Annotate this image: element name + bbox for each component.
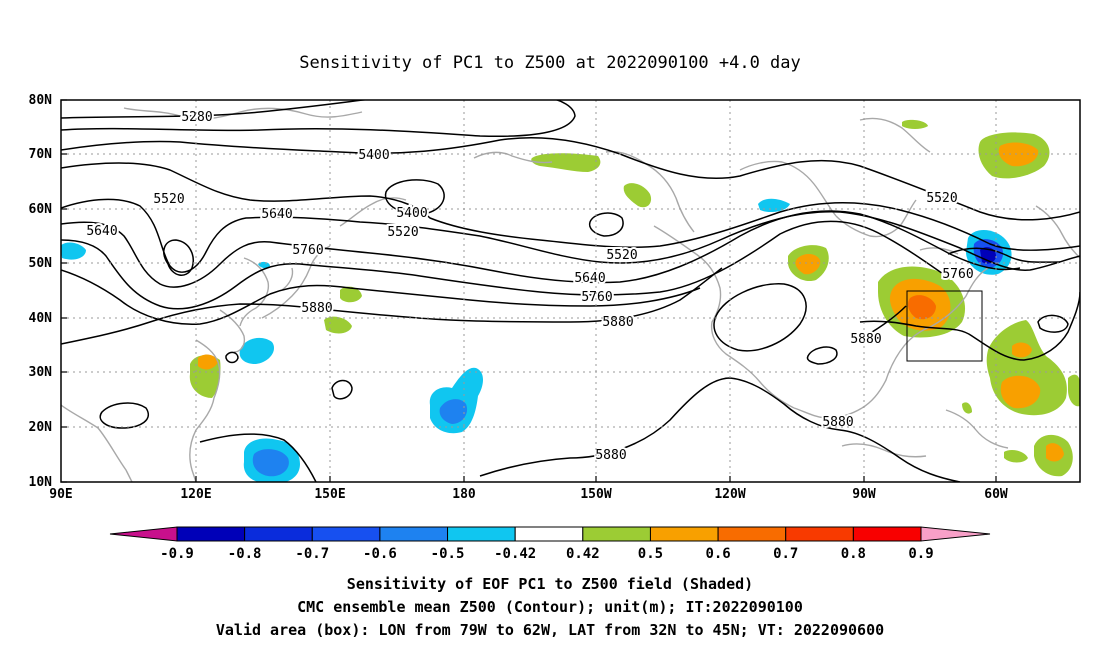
lon-tick-label: 120E: [180, 487, 211, 502]
colorbar-swatch: [717, 526, 787, 542]
lon-tick-label: 120W: [714, 487, 745, 502]
positive-sensitivity-region: [1004, 450, 1028, 463]
colorbar-label: -0.7: [295, 546, 329, 562]
map-title: Sensitivity of PC1 to Z500 at 2022090100…: [299, 53, 801, 73]
colorbar-swatch: [379, 526, 449, 542]
colorbar-swatch: [514, 526, 584, 542]
colorbar-label: -0.6: [363, 546, 397, 562]
positive-sensitivity-region: [340, 286, 362, 303]
caption-line-1: Sensitivity of EOF PC1 to Z500 field (Sh…: [347, 575, 753, 593]
contour-label: 5400: [358, 148, 389, 163]
positive-sensitivity-region: [962, 402, 972, 414]
positive-sensitivity-region: [902, 119, 928, 129]
valid-area-box: [906, 290, 983, 362]
colorbar: -0.9 -0.8 -0.7 -0.6 -0.5 -0.42 0.42 0.5 0.6 0.7 0.…: [109, 526, 991, 562]
colorbar-label: 0.42: [566, 546, 600, 562]
positive-sensitivity-region: [324, 316, 352, 334]
negative-sensitivity-region: [252, 449, 289, 477]
lat-tick-label: 40N: [29, 311, 53, 326]
positive-sensitivity-region: [795, 254, 821, 275]
lon-tick-label: 60W: [984, 487, 1008, 502]
positive-sensitivity-region: [1046, 443, 1064, 462]
colorbar-label: -0.8: [228, 546, 262, 562]
negative-sensitivity-region: [439, 399, 468, 424]
contour-label: 5400: [396, 206, 427, 221]
latitude-labels: 80N 70N 60N 50N 40N 30N 20N 10N: [29, 93, 53, 490]
z500-contours: [61, 100, 1080, 482]
lat-tick-label: 60N: [29, 202, 53, 217]
lon-tick-label: 150W: [580, 487, 611, 502]
lon-tick-label: 90E: [49, 487, 72, 502]
colorbar-label: 0.7: [773, 546, 798, 562]
colorbar-swatch: [582, 526, 651, 542]
contour-label: 5520: [387, 225, 418, 240]
coastlines: [61, 107, 1080, 482]
lon-tick-label: 90W: [852, 487, 876, 502]
map-panel: 5280 5400 5400 5520 5520 5520 5520 5640 …: [29, 93, 1081, 502]
contour-label: 5520: [926, 191, 957, 206]
colorbar-label: 0.9: [908, 546, 933, 562]
colorbar-swatch: [447, 526, 516, 542]
contour-label: 5880: [850, 332, 881, 347]
contour-label: 5280: [181, 110, 212, 125]
positive-sensitivity-region: [198, 354, 218, 370]
contour-labels: 5280 5400 5400 5520 5520 5520 5520 5640 …: [84, 108, 975, 465]
contour-label: 5640: [574, 271, 605, 286]
colorbar-label: -0.42: [494, 546, 536, 562]
positive-sensitivity-region: [908, 295, 936, 320]
colorbar-label: -0.9: [160, 546, 194, 562]
positive-sensitivity-region: [1068, 374, 1080, 407]
colorbar-swatch: [176, 526, 246, 542]
lat-tick-label: 80N: [29, 93, 53, 108]
contour-label: 5760: [292, 243, 323, 258]
positive-sensitivity-region: [623, 183, 652, 208]
contour-label: 5880: [822, 415, 853, 430]
negative-sensitivity-region: [239, 337, 275, 364]
positive-sensitivity-region: [531, 153, 601, 172]
contour-label: 5880: [301, 301, 332, 316]
contour-label: 5640: [261, 207, 292, 222]
contour-label: 5520: [606, 248, 637, 263]
colorbar-label: 0.8: [841, 546, 866, 562]
lat-tick-label: 10N: [29, 475, 53, 490]
colorbar-label: -0.5: [431, 546, 465, 562]
contour-label: 5880: [602, 315, 633, 330]
contour-label: 5760: [942, 267, 973, 282]
positive-sensitivity-region: [1012, 342, 1032, 358]
map-frame: [60, 99, 1081, 483]
colorbar-swatch: [244, 526, 313, 542]
colorbar-swatch: [649, 526, 719, 542]
colorbar-label: 0.6: [705, 546, 730, 562]
contour-label: 5640: [86, 224, 117, 239]
lon-tick-label: 180: [452, 487, 476, 502]
contour-label: 5520: [153, 192, 184, 207]
contour-label: 5760: [581, 290, 612, 305]
longitude-labels: 90E 120E 150E 180 150W 120W 90W 60W: [49, 487, 1008, 502]
lat-tick-label: 30N: [29, 365, 53, 380]
colorbar-over-triangle: [920, 526, 991, 542]
caption-line-3: Valid area (box): LON from 79W to 62W, L…: [216, 621, 884, 639]
negative-sensitivity-region: [61, 242, 86, 260]
colorbar-under-triangle: [109, 526, 178, 542]
map-gridlines: [61, 100, 1080, 482]
lat-tick-label: 70N: [29, 147, 53, 162]
lat-tick-label: 50N: [29, 256, 53, 271]
contour-label: 5880: [595, 448, 626, 463]
colorbar-swatch: [852, 526, 922, 542]
caption-line-2: CMC ensemble mean Z500 (Contour); unit(m…: [297, 598, 803, 616]
lon-tick-label: 150E: [314, 487, 345, 502]
lat-tick-label: 20N: [29, 420, 53, 435]
colorbar-swatch: [785, 526, 854, 542]
sensitivity-shading: [61, 119, 1080, 482]
axis-tick-marks: [61, 99, 997, 483]
colorbar-swatch: [311, 526, 381, 542]
positive-sensitivity-region: [998, 142, 1039, 167]
colorbar-label: 0.5: [638, 546, 663, 562]
positive-sensitivity-region: [1000, 375, 1041, 409]
